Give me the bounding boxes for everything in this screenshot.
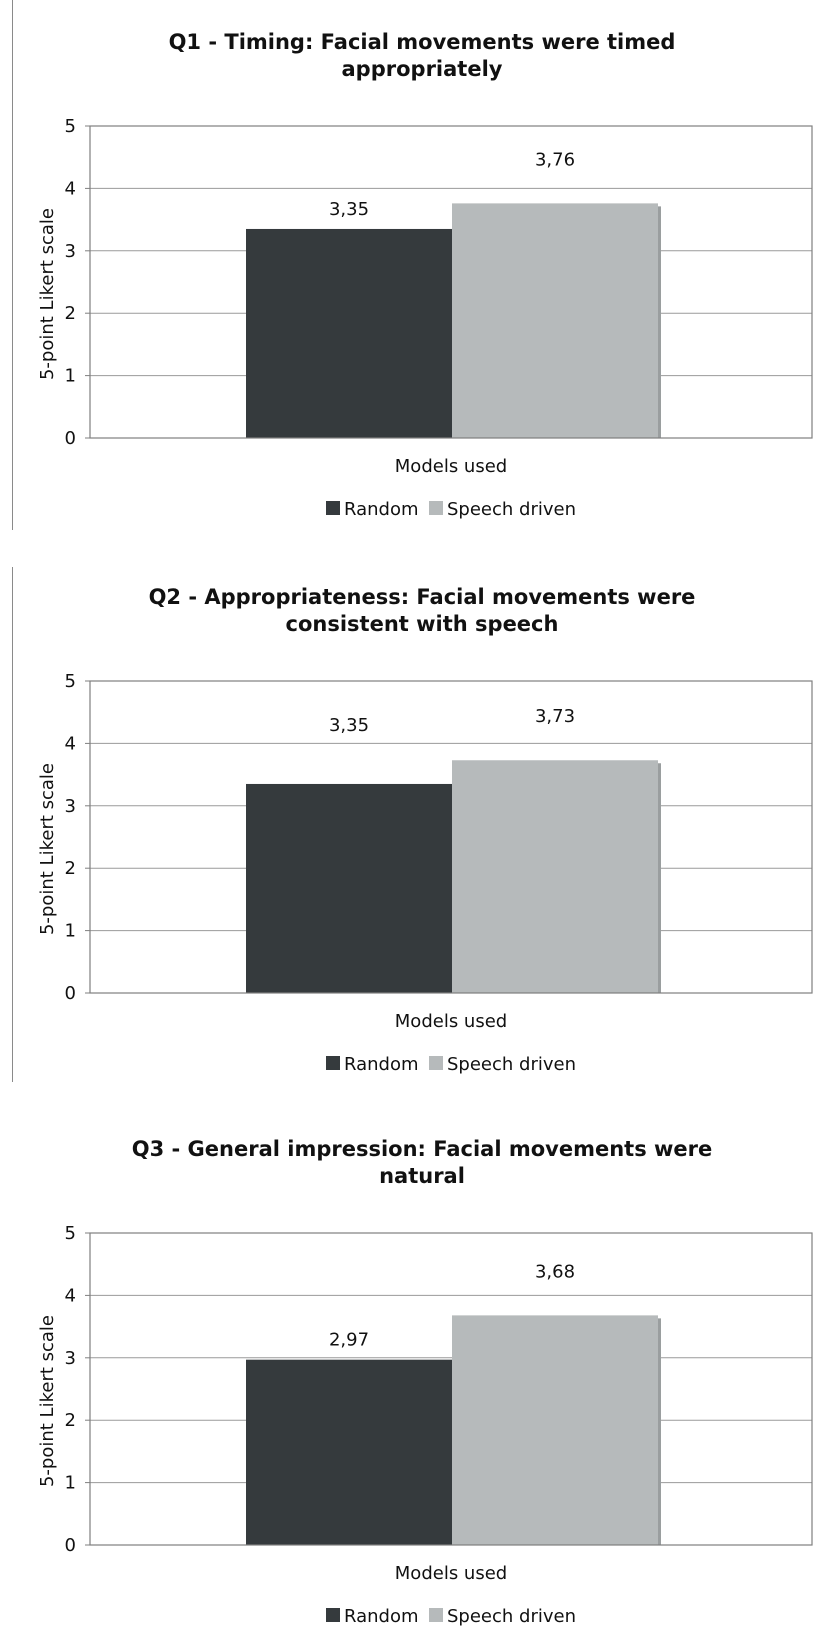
y-axis-label: 5-point Likert scale xyxy=(37,763,58,935)
legend-swatch-random xyxy=(326,501,340,515)
data-label: 3,76 xyxy=(535,149,575,170)
bar-speech-driven xyxy=(452,203,658,438)
data-label: 2,97 xyxy=(329,1330,369,1351)
legend-label-speech-driven: Speech driven xyxy=(447,499,576,520)
y-tick-label: 0 xyxy=(65,983,76,1004)
chart-title-line: Q1 - Timing: Facial movements were timed xyxy=(169,30,676,54)
y-tick-label: 0 xyxy=(65,428,76,449)
y-tick-label: 4 xyxy=(65,1285,76,1306)
legend-swatch-random xyxy=(326,1056,340,1070)
y-tick-label: 5 xyxy=(65,1223,76,1244)
x-axis-label: Models used xyxy=(395,1563,507,1584)
legend-swatch-random xyxy=(326,1608,340,1622)
x-axis-label: Models used xyxy=(395,456,507,477)
bar-random xyxy=(246,228,452,438)
bar-shadow xyxy=(658,1318,661,1545)
data-label: 3,68 xyxy=(535,1261,575,1282)
chart-q2: Q2 - Appropriateness: Facial movements w… xyxy=(12,567,813,1082)
chart-title-line: Q3 - General impression: Facial movement… xyxy=(132,1137,713,1161)
legend-label-speech-driven: Speech driven xyxy=(447,1054,576,1075)
bar-shadow xyxy=(658,763,661,993)
chart-title-line: consistent with speech xyxy=(286,612,559,636)
legend-swatch-speech-driven xyxy=(429,1608,443,1622)
legend-swatch-speech-driven xyxy=(429,1056,443,1070)
chart-q3: Q3 - General impression: Facial movement… xyxy=(37,1137,813,1627)
legend-label-random: Random xyxy=(344,499,419,520)
legend-label-random: Random xyxy=(344,1054,419,1075)
y-tick-label: 2 xyxy=(65,1410,76,1431)
bar-random xyxy=(246,1359,452,1545)
chart-title-line: Q2 - Appropriateness: Facial movements w… xyxy=(149,585,696,609)
y-tick-label: 3 xyxy=(65,1348,76,1369)
data-label: 3,35 xyxy=(329,715,369,736)
y-axis-label: 5-point Likert scale xyxy=(37,208,58,380)
y-tick-label: 3 xyxy=(65,241,76,262)
chart-title-line: natural xyxy=(379,1164,465,1188)
bar-shadow xyxy=(658,206,661,438)
chart-q1: Q1 - Timing: Facial movements were timed… xyxy=(12,0,813,530)
legend-swatch-speech-driven xyxy=(429,501,443,515)
legend-label-random: Random xyxy=(344,1606,419,1627)
y-axis-label: 5-point Likert scale xyxy=(37,1315,58,1487)
chart-title-line: appropriately xyxy=(342,57,503,81)
y-tick-label: 1 xyxy=(65,366,76,387)
y-tick-label: 2 xyxy=(65,858,76,879)
y-tick-label: 0 xyxy=(65,1535,76,1556)
plot-frame xyxy=(89,125,813,439)
data-label: 3,35 xyxy=(329,199,369,220)
y-tick-label: 5 xyxy=(65,671,76,692)
plot-frame xyxy=(89,680,813,994)
y-tick-label: 4 xyxy=(65,178,76,199)
y-tick-label: 1 xyxy=(65,1473,76,1494)
y-tick-label: 1 xyxy=(65,921,76,942)
plot-frame xyxy=(89,1232,813,1546)
data-label: 3,73 xyxy=(535,706,575,727)
y-tick-label: 3 xyxy=(65,796,76,817)
y-tick-label: 5 xyxy=(65,116,76,137)
y-tick-label: 2 xyxy=(65,303,76,324)
x-axis-label: Models used xyxy=(395,1011,507,1032)
bar-random xyxy=(246,783,452,993)
bar-speech-driven xyxy=(452,1315,658,1545)
bar-speech-driven xyxy=(452,760,658,993)
y-tick-label: 4 xyxy=(65,733,76,754)
legend-label-speech-driven: Speech driven xyxy=(447,1606,576,1627)
